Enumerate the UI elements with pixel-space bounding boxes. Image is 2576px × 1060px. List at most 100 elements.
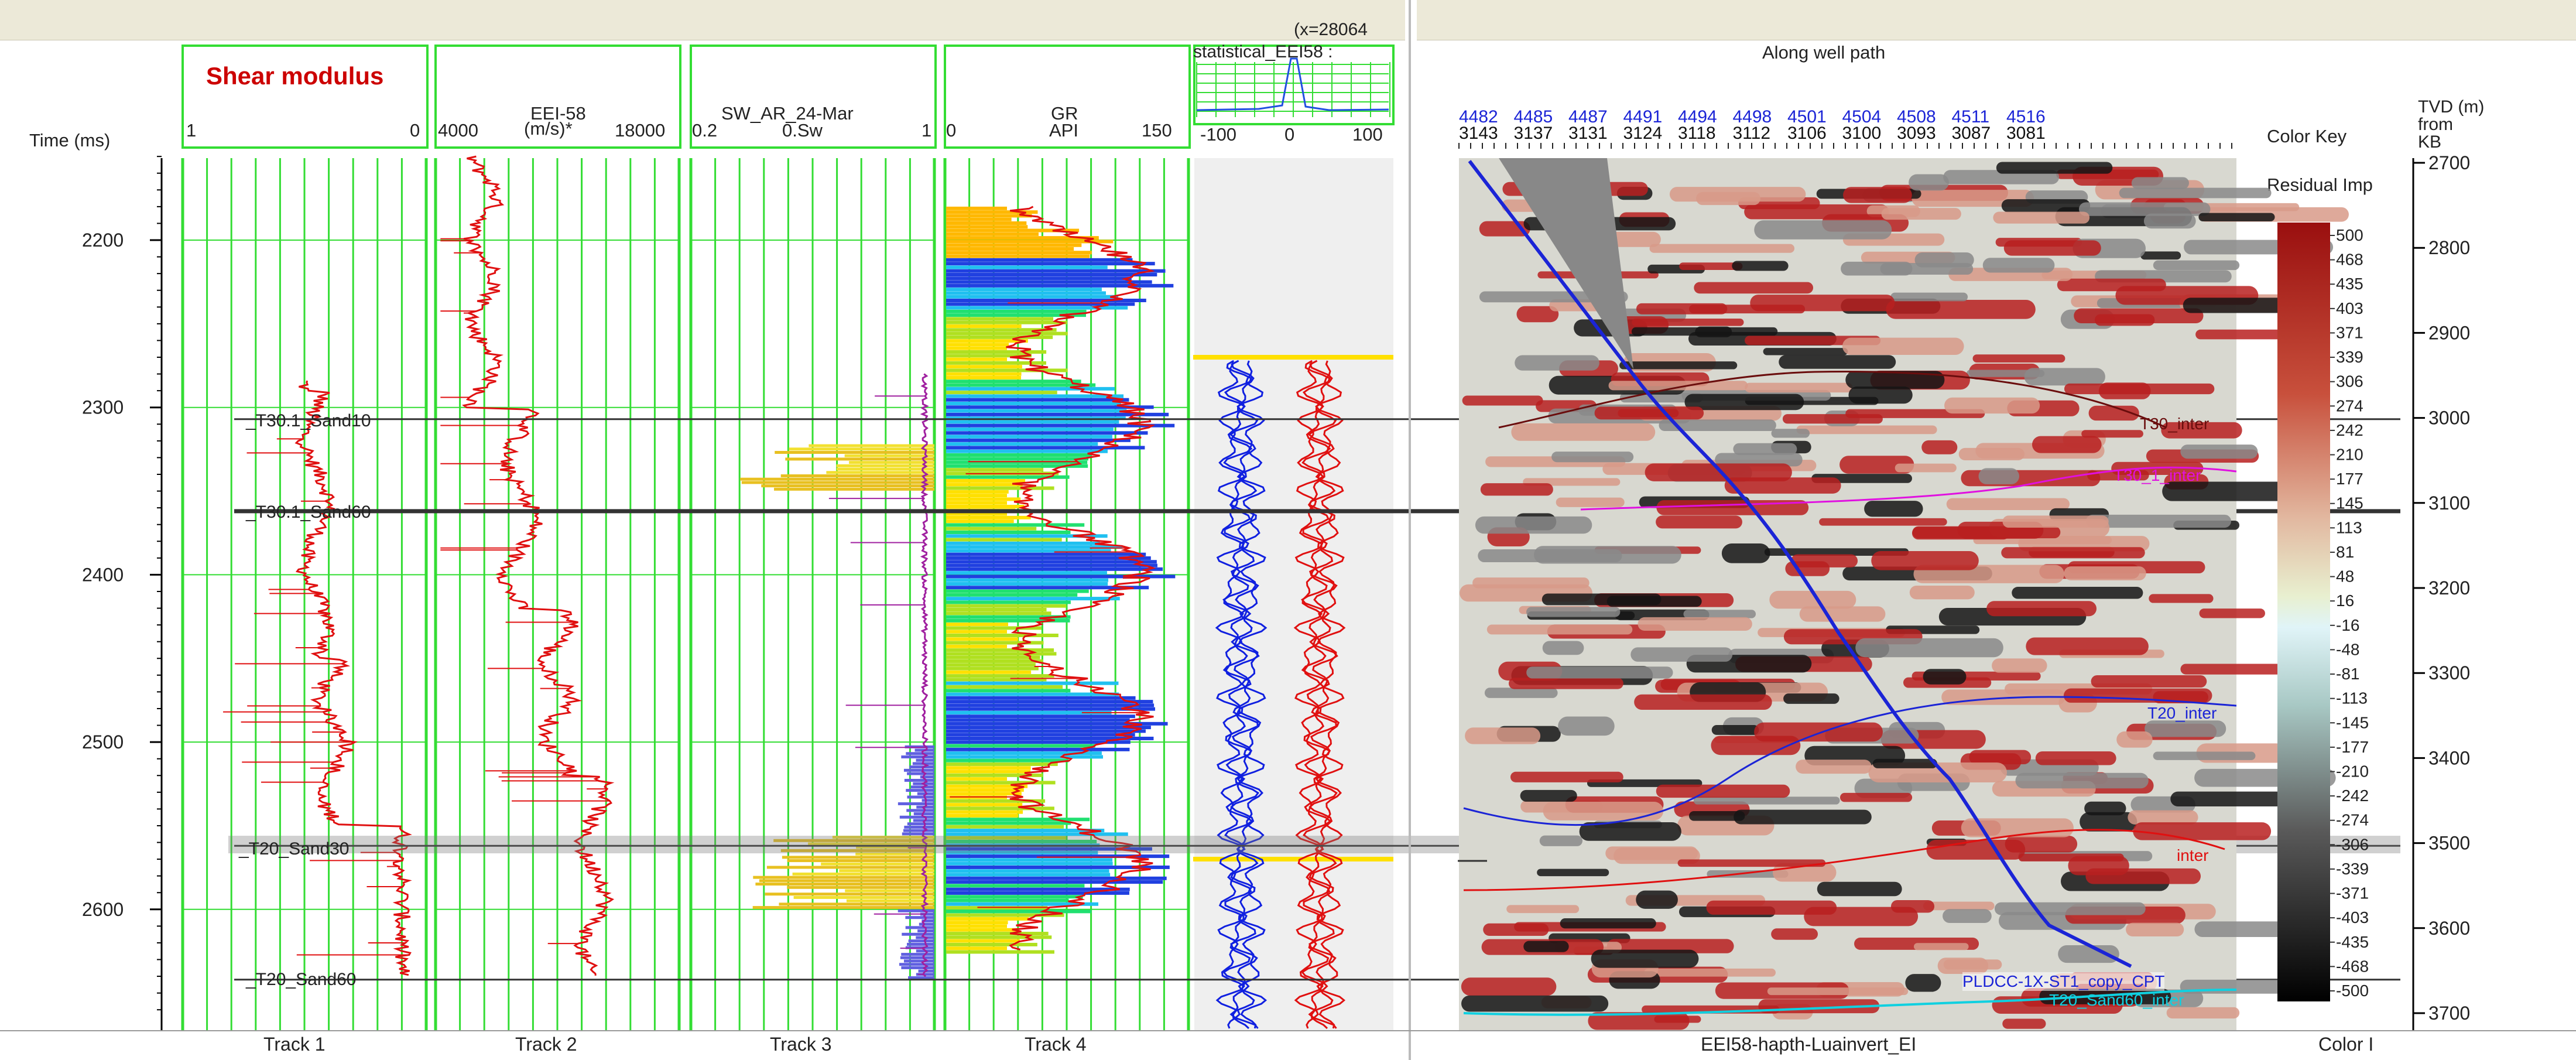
gr-bar <box>946 552 1146 556</box>
seismic-event <box>1909 585 1975 600</box>
track1-header[interactable] <box>181 45 429 149</box>
synthetic-track-bg <box>1194 158 1393 1031</box>
sw-bar <box>779 902 934 906</box>
gr-bar <box>946 486 1054 490</box>
gr-bar <box>946 420 1119 424</box>
footer-track3-label: Track 3 <box>770 1034 832 1055</box>
seismic-event <box>2079 202 2211 216</box>
seismic-event <box>1677 859 1826 867</box>
seismic-event <box>2057 278 2166 292</box>
tvd-axis-label: 3600 <box>2428 918 2470 939</box>
color-key-value: 274 <box>2336 396 2363 415</box>
seismic-event <box>2143 213 2196 229</box>
gr-bar <box>946 618 1070 623</box>
seismic-event <box>1992 658 2047 673</box>
seismic-event <box>1848 386 1913 404</box>
track4-scale-max: 150 <box>1142 120 1172 141</box>
trace-number-top: 4485 <box>1514 107 1553 126</box>
horizon-label[interactable]: T30_inter <box>2140 415 2210 433</box>
seismic-event <box>2180 664 2307 675</box>
horizon-label[interactable]: inter <box>2177 846 2209 864</box>
seismic-event <box>2058 945 2119 963</box>
gr-bar <box>946 228 1080 232</box>
gr-bar <box>946 714 1135 719</box>
seismic-event <box>2026 637 2149 655</box>
gr-bar <box>946 464 1088 468</box>
track4-header[interactable] <box>944 45 1191 149</box>
track3-header[interactable] <box>690 45 937 149</box>
gr-bar <box>946 946 1007 950</box>
well-top-label[interactable]: _T30.1_Sand10 <box>246 411 371 430</box>
sw-bar <box>808 842 934 846</box>
seismic-event <box>2094 314 2155 326</box>
horizon-label[interactable]: T20_inter <box>2147 704 2217 722</box>
sw-bar <box>752 906 934 909</box>
color-key-value: 306 <box>2336 372 2363 391</box>
trace-number-bottom: 3131 <box>1568 124 1608 143</box>
trace-number-top: 4504 <box>1842 107 1882 126</box>
seismic-event <box>2012 587 2143 599</box>
seismic-event <box>1763 348 1848 355</box>
horizon-t20-sand60 <box>1463 989 2237 1016</box>
seismic-event <box>2170 791 2298 806</box>
gr-bar <box>946 269 1166 273</box>
seismic-event <box>1733 443 1797 455</box>
gr-bar <box>946 736 1154 740</box>
color-key-value: -81 <box>2336 665 2359 683</box>
gr-bar <box>946 755 1103 759</box>
seismic-event <box>2085 514 2231 528</box>
horizon-label[interactable]: T30_1_inter <box>2113 466 2201 484</box>
track4-gr-fill <box>946 206 1176 954</box>
gr-bar <box>946 530 1071 534</box>
color-key-value: 339 <box>2336 348 2363 366</box>
track3-curve-title: SW_AR_24-Mar <box>721 103 854 124</box>
seismic-event <box>1542 593 1662 606</box>
well-top-label[interactable]: _T20_Sand60 <box>246 970 357 989</box>
gr-bar <box>946 232 1039 236</box>
gr-bar <box>946 792 1022 796</box>
wavelet-curve <box>1196 57 1389 111</box>
horizon-t30-1 <box>1580 466 2237 511</box>
seismic-event <box>2015 772 2149 789</box>
track2-log <box>440 155 615 976</box>
seismic-event <box>1804 907 1919 926</box>
gr-bar <box>946 670 1032 674</box>
sw-bar <box>836 467 934 471</box>
color-key-value: -306 <box>2336 835 2369 853</box>
seismic-event <box>1591 949 1699 968</box>
gr-bar <box>946 615 1071 619</box>
well-name-label[interactable]: PLDCC-1X-ST1_copy_CPT <box>1962 972 2165 991</box>
seismic-event <box>2084 801 2126 816</box>
gr-bar <box>946 593 1078 597</box>
gr-bar <box>946 887 1130 891</box>
wavelet-trace <box>1314 360 1346 1029</box>
sw-bar <box>906 752 934 755</box>
sw-bar <box>902 832 934 836</box>
track2-header[interactable] <box>434 45 681 149</box>
color-key-value: -435 <box>2336 933 2369 951</box>
gr-bar <box>946 751 1102 755</box>
gr-bar <box>946 869 1109 873</box>
sw-bar <box>755 883 934 886</box>
seismic-event <box>1634 694 1772 710</box>
gr-bar <box>946 865 1170 869</box>
seismic-event <box>1871 551 1979 570</box>
seismic-event <box>1745 382 1853 393</box>
tvd-axis-label: 3200 <box>2428 577 2470 599</box>
well-top-label[interactable]: _T20_Sand30 <box>239 839 350 859</box>
seismic-event <box>1923 669 1967 685</box>
coordinate-readout: (x=28064 <box>1294 20 1368 39</box>
horizon-t30 <box>1498 370 2167 429</box>
log-trace <box>920 373 930 977</box>
color-key-value: -113 <box>2336 689 2368 707</box>
sw-bar <box>906 789 934 792</box>
horizon-label[interactable]: T20_Sand60_inter <box>2049 991 2184 1009</box>
gr-bar <box>946 383 1096 387</box>
well-top-label[interactable]: _T30.1_Sand60 <box>246 502 371 522</box>
seismic-event <box>1769 590 1856 609</box>
sw-bar <box>792 872 934 876</box>
color-key-value: 500 <box>2336 226 2363 244</box>
sw-bar <box>759 879 934 883</box>
tvd-axis-label: 3700 <box>2428 1003 2470 1024</box>
